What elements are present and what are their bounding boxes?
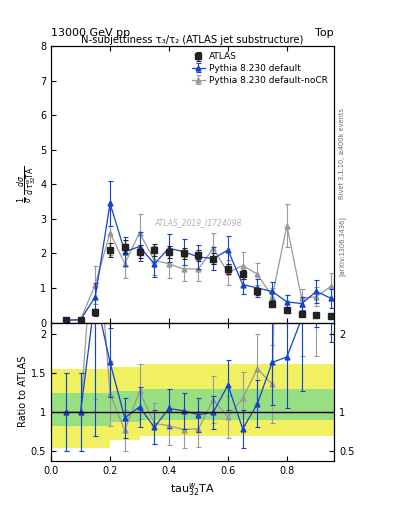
Title: N-subjettiness τ₃/τ₂ (ATLAS jet substructure): N-subjettiness τ₃/τ₂ (ATLAS jet substruc… (81, 35, 304, 45)
Y-axis label: Ratio to ATLAS: Ratio to ATLAS (18, 356, 28, 428)
Text: Rivet 3.1.10, ≥400k events: Rivet 3.1.10, ≥400k events (339, 108, 345, 199)
Text: ATLAS_2019_I1724098: ATLAS_2019_I1724098 (154, 219, 242, 227)
Text: [arXiv:1306.3436]: [arXiv:1306.3436] (339, 216, 345, 275)
Text: 13000 GeV pp: 13000 GeV pp (51, 28, 130, 38)
Text: Top: Top (316, 28, 334, 38)
Y-axis label: $\frac{1}{\sigma}\,\frac{d\sigma}{d\,\tau_{32}^{w}\!\mathrm{TA}}$: $\frac{1}{\sigma}\,\frac{d\sigma}{d\,\ta… (15, 166, 39, 203)
X-axis label: tau$_{32}^{w}$TA: tau$_{32}^{w}$TA (170, 481, 215, 498)
Legend: ATLAS, Pythia 8.230 default, Pythia 8.230 default-noCR: ATLAS, Pythia 8.230 default, Pythia 8.23… (190, 51, 330, 87)
